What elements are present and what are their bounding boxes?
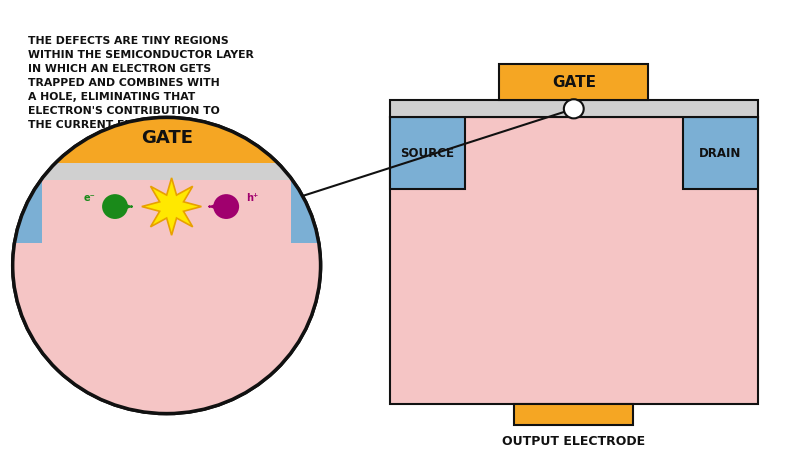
Bar (390, 100, 758, 117)
Text: THE DEFECTS ARE TINY REGIONS
WITHIN THE SEMICONDUCTOR LAYER
IN WHICH AN ELECTRON: THE DEFECTS ARE TINY REGIONS WITHIN THE … (28, 36, 254, 130)
Bar (390, 117, 465, 189)
Text: GATE: GATE (141, 129, 193, 147)
Bar (13, 180, 321, 414)
Bar (683, 117, 758, 189)
Polygon shape (142, 178, 202, 235)
Text: OUTPUT ELECTRODE: OUTPUT ELECTRODE (502, 435, 646, 448)
Bar (390, 117, 758, 404)
Text: SOURCE: SOURCE (400, 147, 454, 160)
Circle shape (214, 194, 239, 219)
Bar (499, 64, 648, 100)
Bar (514, 404, 634, 425)
Bar (13, 90, 321, 163)
Text: h⁺: h⁺ (246, 193, 258, 203)
Circle shape (13, 117, 321, 414)
Bar (13, 180, 42, 243)
Text: DRAIN: DRAIN (699, 147, 742, 160)
Circle shape (102, 194, 128, 219)
Circle shape (13, 117, 321, 414)
Text: GATE: GATE (552, 75, 596, 90)
Bar (290, 180, 321, 243)
Bar (13, 163, 321, 180)
Circle shape (564, 99, 584, 118)
Text: e⁻: e⁻ (83, 193, 95, 203)
